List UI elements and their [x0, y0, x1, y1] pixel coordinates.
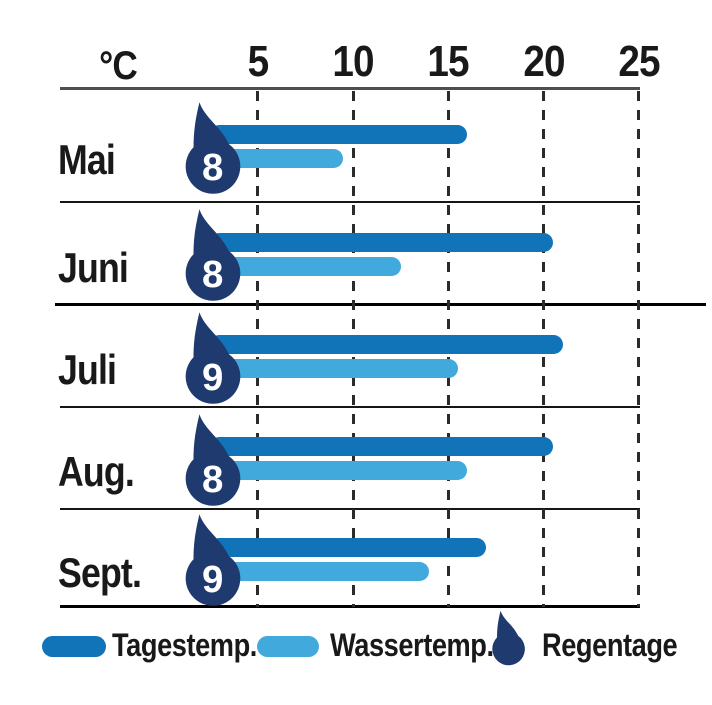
row-separator: [60, 201, 640, 203]
rain-days-value: 9: [202, 355, 223, 398]
rain-days-value: 8: [202, 457, 223, 500]
month-label: Sept.: [58, 548, 142, 596]
day-temp-swatch: [42, 636, 106, 657]
day-temp-bar: [210, 125, 468, 144]
rain-drop-icon: 9: [175, 512, 249, 608]
month-label: Juli: [58, 346, 117, 393]
day-temp-bar: [210, 232, 554, 252]
rain-days-value: 8: [202, 253, 223, 296]
month-label: Mai: [58, 136, 116, 183]
row-separator: [60, 508, 640, 510]
month-label: Juni: [58, 243, 129, 291]
tick-label: 25: [618, 37, 660, 86]
row-separator: [55, 303, 706, 306]
row-separator: [60, 406, 640, 408]
axis-line: [60, 87, 640, 90]
day-temp-bar: [210, 335, 563, 354]
day-temp-bar: [210, 437, 554, 456]
day-temp-legend-label: Tagestemp.: [112, 627, 257, 663]
tick-label: 10: [332, 37, 374, 86]
water-temp-bar: [210, 561, 430, 581]
day-temp-bar: [210, 537, 487, 557]
tick-label: 15: [427, 37, 470, 86]
axis-bottom-line: [60, 605, 640, 608]
axis-unit-label: °C: [99, 44, 138, 88]
rain-drop-icon: [492, 610, 525, 666]
water-temp-swatch: [257, 636, 319, 657]
water-temp-bar: [210, 149, 344, 168]
tick-label: 5: [247, 37, 269, 86]
month-label: Aug.: [58, 448, 135, 495]
tick-label: 20: [522, 37, 565, 86]
rain-drop-icon: 8: [175, 207, 249, 303]
water-temp-bar: [210, 461, 468, 480]
gridline: [637, 91, 641, 607]
rain-days-value: 9: [202, 558, 223, 601]
rain-days-value: 8: [202, 145, 223, 188]
rain-drop-icon: 8: [175, 100, 249, 196]
water-temp-bar: [210, 256, 401, 276]
water-temp-bar: [210, 359, 458, 378]
water-temp-legend-label: Wassertemp.: [330, 627, 494, 663]
rain-drop-icon: 9: [175, 310, 249, 406]
rain-days-legend-label: Regentage: [542, 627, 678, 663]
rain-drop-icon: 8: [175, 412, 249, 508]
